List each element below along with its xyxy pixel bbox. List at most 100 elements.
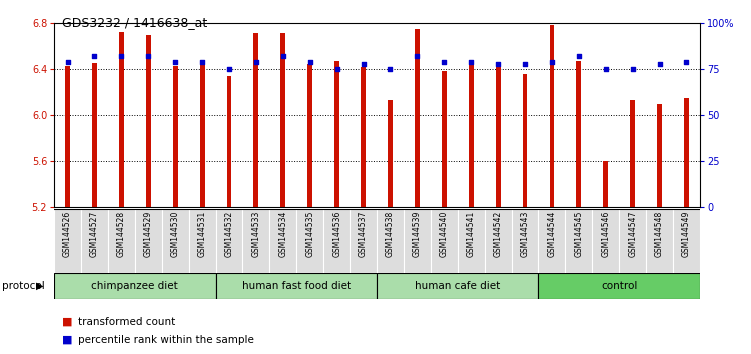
Point [196,59,208,64]
Text: GSM144545: GSM144545 [575,211,584,257]
Bar [65,65,70,207]
Text: GSM144544: GSM144544 [547,211,556,257]
Text: ▶: ▶ [36,281,44,291]
Bar [415,29,420,207]
Bar [189,209,216,274]
Bar [523,74,527,207]
Point [626,66,638,72]
Text: GSM144537: GSM144537 [359,211,368,257]
Point [223,66,235,72]
Bar [646,209,673,274]
Bar [173,65,177,207]
Point [62,59,74,64]
Bar [350,209,377,274]
Point [116,53,128,59]
Text: GSM144526: GSM144526 [63,211,72,257]
Point [303,59,315,64]
Bar [81,209,108,274]
Text: percentile rank within the sample: percentile rank within the sample [78,335,254,345]
Bar [377,273,538,299]
Bar [92,63,97,207]
Bar [108,209,134,274]
Bar [657,104,662,207]
Bar [216,209,243,274]
Bar [243,209,270,274]
Point [385,66,397,72]
Bar [673,209,700,274]
Bar [619,209,646,274]
Point [653,61,665,66]
Bar [270,209,296,274]
Bar [442,72,447,207]
Bar [550,25,554,207]
Point [573,53,585,59]
Text: human fast food diet: human fast food diet [242,281,351,291]
Text: transformed count: transformed count [78,317,175,327]
Point [277,53,289,59]
Bar [323,209,350,274]
Point [519,61,531,66]
Point [142,53,154,59]
Bar [54,273,216,299]
Point [89,53,101,59]
Text: control: control [601,281,638,291]
Bar [334,61,339,207]
Bar [603,161,608,207]
Bar [161,209,189,274]
Text: GSM144543: GSM144543 [520,211,529,257]
Bar [511,209,538,274]
Bar [388,100,393,207]
Bar [484,209,511,274]
Bar [404,209,431,274]
Point [250,59,262,64]
Text: GSM144532: GSM144532 [225,211,234,257]
Bar [146,35,151,207]
Text: GSM144540: GSM144540 [440,211,449,257]
Text: GSM144548: GSM144548 [655,211,664,257]
Text: GSM144549: GSM144549 [682,211,691,257]
Bar [538,273,700,299]
Text: human cafe diet: human cafe diet [415,281,500,291]
Text: GSM144538: GSM144538 [386,211,395,257]
Bar [630,100,635,207]
Point [680,59,692,64]
Text: GSM144536: GSM144536 [332,211,341,257]
Bar [296,209,323,274]
Bar [457,209,484,274]
Bar [469,63,474,207]
Text: GSM144527: GSM144527 [90,211,99,257]
Point [546,59,558,64]
Bar [254,33,258,207]
Bar [134,209,161,274]
Bar [227,76,231,207]
Text: GSM144546: GSM144546 [602,211,611,257]
Text: GSM144539: GSM144539 [413,211,422,257]
Bar [538,209,566,274]
Bar [280,33,285,207]
Text: GSM144535: GSM144535 [305,211,314,257]
Bar [593,209,619,274]
Text: GSM144529: GSM144529 [143,211,152,257]
Point [600,66,612,72]
Text: GSM144528: GSM144528 [117,211,126,257]
Point [330,66,342,72]
Text: GSM144541: GSM144541 [466,211,475,257]
Bar [119,32,124,207]
Bar [684,98,689,207]
Point [465,59,477,64]
Bar [200,60,204,207]
Bar [361,67,366,207]
Text: ■: ■ [62,335,72,345]
Bar [54,209,81,274]
Text: GSM144542: GSM144542 [493,211,502,257]
Point [439,59,451,64]
Text: GSM144547: GSM144547 [628,211,637,257]
Bar [566,209,593,274]
Text: GDS3232 / 1416638_at: GDS3232 / 1416638_at [62,16,207,29]
Bar [577,61,581,207]
Text: GSM144534: GSM144534 [279,211,288,257]
Point [357,61,369,66]
Text: GSM144531: GSM144531 [198,211,207,257]
Text: ■: ■ [62,317,72,327]
Text: GSM144530: GSM144530 [170,211,179,257]
